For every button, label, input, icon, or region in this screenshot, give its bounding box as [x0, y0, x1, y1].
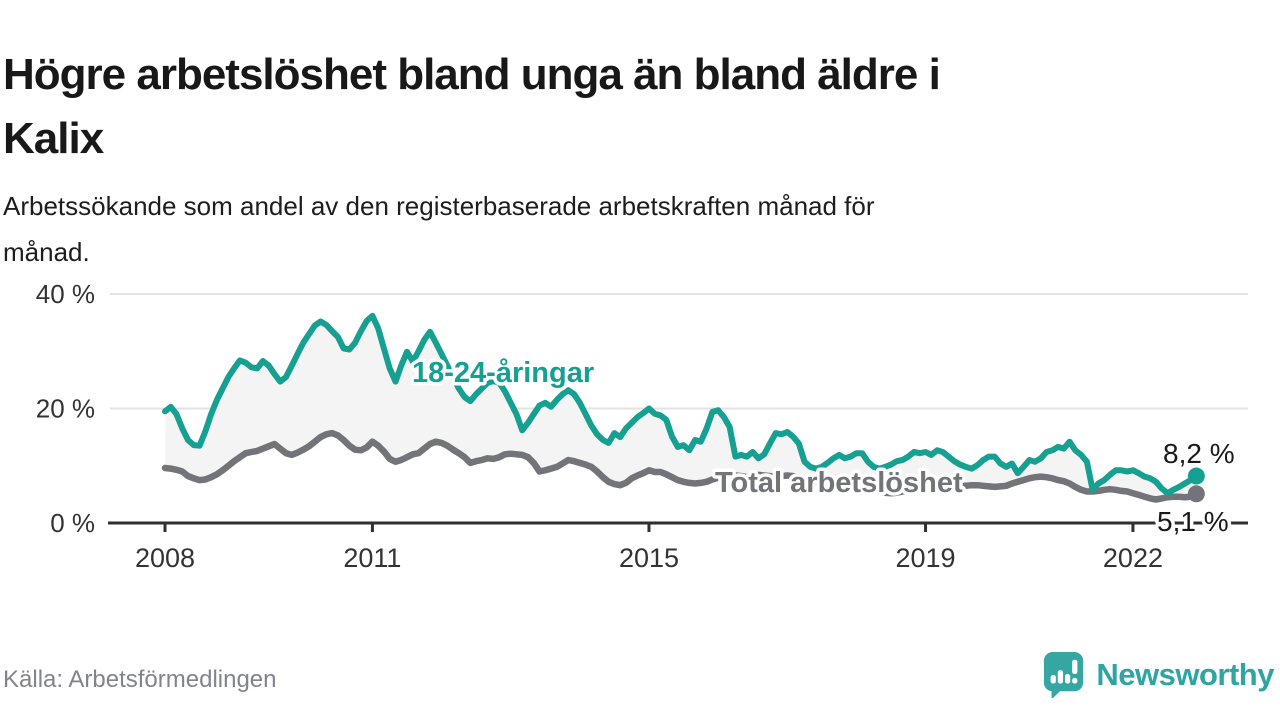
page-title: Högre arbetslöshet bland unga än bland ä… — [3, 50, 941, 164]
x-tick-label: 2022 — [1103, 543, 1163, 573]
x-tick-label: 2015 — [619, 543, 679, 573]
source-note: Källa: Arbetsförmedlingen — [3, 666, 277, 693]
youth-series-label: 18-24-åringar — [412, 357, 594, 389]
x-tick-label: 2008 — [135, 543, 195, 573]
total-end-value-label: 5,1 % — [1157, 506, 1229, 537]
newsworthy-logo: Newsworthy — [1042, 650, 1274, 700]
bar-chart-speech-bubble-icon — [1044, 652, 1084, 699]
y-tick-label: 40 % — [36, 279, 95, 309]
youth-end-dot — [1187, 467, 1205, 485]
total-series-label: Total arbetslöshet — [715, 467, 963, 499]
x-tick-label: 2019 — [896, 543, 956, 573]
brand-wordmark: Newsworthy — [1096, 657, 1274, 692]
y-tick-label: 20 % — [36, 394, 95, 424]
youth-end-value-label: 8,2 % — [1163, 438, 1235, 469]
youth-series-line — [162, 312, 1200, 497]
chart-subtitle: Arbetssökande som andel av den registerb… — [3, 191, 875, 267]
x-tick-label: 2011 — [343, 543, 401, 573]
total-series-line — [161, 429, 1200, 503]
y-tick-label: 0 % — [50, 508, 95, 538]
total-end-dot — [1187, 485, 1205, 503]
